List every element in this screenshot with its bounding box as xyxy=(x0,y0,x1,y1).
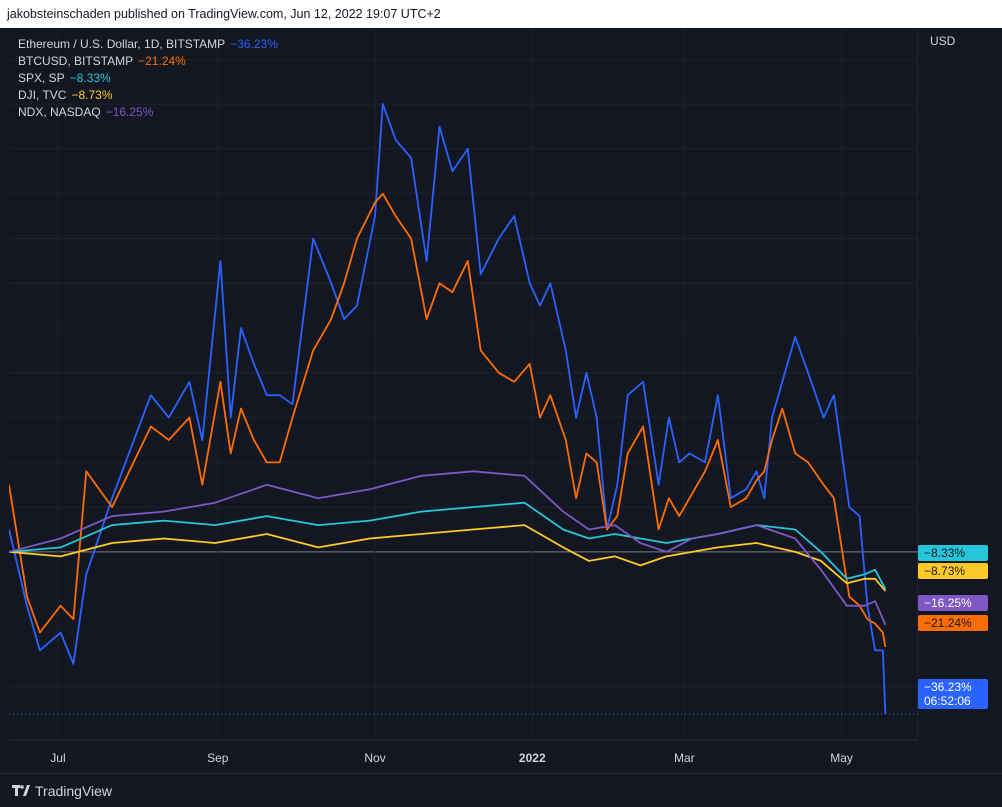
x-tick-label: Jul xyxy=(50,751,65,765)
x-tick-label: Sep xyxy=(207,751,229,765)
legend: Ethereum / U.S. Dollar, 1D, BITSTAMP −36.… xyxy=(18,36,278,121)
series-line-1[interactable] xyxy=(8,192,887,648)
legend-item-btc[interactable]: BTCUSD, BITSTAMP −21.24% xyxy=(18,54,186,68)
currency-label: USD xyxy=(930,34,956,48)
last-value-tag-spx: −8.33% xyxy=(918,545,988,561)
series-line-0[interactable] xyxy=(8,103,887,715)
legend-item-ndx[interactable]: NDX, NASDAQ −16.25% xyxy=(18,105,154,119)
last-value-tag-ndx: −16.25% xyxy=(918,595,988,611)
brand-label: TradingView xyxy=(35,783,113,799)
last-value-tag-eth: −36.23% 06:52:06 xyxy=(918,679,988,709)
x-tick-label: 2022 xyxy=(519,751,546,765)
series-line-4[interactable] xyxy=(8,470,887,626)
published-header: jakobsteinschaden published on TradingVi… xyxy=(0,0,1002,28)
series-line-2[interactable] xyxy=(8,501,887,590)
legend-item-eth[interactable]: Ethereum / U.S. Dollar, 1D, BITSTAMP −36.… xyxy=(18,37,278,51)
countdown-timer: 06:52:06 xyxy=(924,694,971,708)
chart-area[interactable]: 110.00%100.00%90.00%80.00%70.00%60.00%50… xyxy=(8,28,978,773)
tradingview-logo-icon xyxy=(12,785,30,796)
x-tick-label: Mar xyxy=(674,751,695,765)
tradingview-brand[interactable]: TradingView xyxy=(12,783,112,799)
legend-item-dji[interactable]: DJI, TVC −8.73% xyxy=(18,88,113,102)
legend-item-spx[interactable]: SPX, SP −8.33% xyxy=(18,71,111,85)
last-value-tag-btc: −21.24% xyxy=(918,615,988,631)
series-line-3[interactable] xyxy=(8,524,887,592)
footer: TradingView xyxy=(0,773,1002,807)
price-chart[interactable]: 110.00%100.00%90.00%80.00%70.00%60.00%50… xyxy=(8,28,978,773)
last-value-tag-dji: −8.73% xyxy=(918,563,988,579)
x-tick-label: Nov xyxy=(364,751,385,765)
x-tick-label: May xyxy=(830,751,853,765)
last-value-tag-eth-value: −36.23% xyxy=(924,680,972,694)
published-text: jakobsteinschaden published on TradingVi… xyxy=(7,7,441,21)
